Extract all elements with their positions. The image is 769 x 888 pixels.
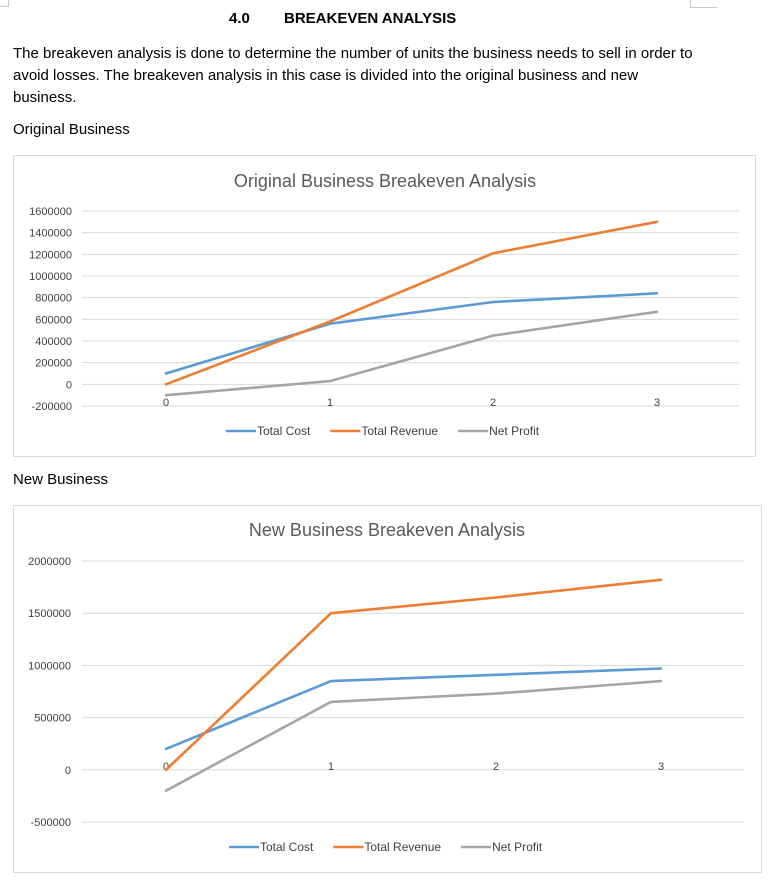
page-corner-mark [690, 0, 717, 8]
y-tick-label: 0 [65, 765, 71, 777]
y-tick-label: 1500000 [28, 608, 71, 620]
chart-title: Original Business Breakeven Analysis [234, 171, 536, 191]
y-tick-label: 1600000 [29, 206, 72, 218]
original-business-chart: Original Business Breakeven Analysis1600… [29, 171, 739, 438]
original-chart-container: Original Business Breakeven Analysis 1600… [13, 155, 756, 457]
y-tick-label: 0 [66, 379, 72, 391]
x-tick-label: 2 [493, 761, 499, 773]
new-chart-container: New Business Breakeven Analysis 2000000 15… [13, 505, 762, 873]
legend-label-total-cost: Total Cost [257, 424, 311, 438]
y-tick-label: 400000 [35, 336, 72, 348]
chart-title: New Business Breakeven Analysis [249, 520, 525, 540]
intro-paragraph: The breakeven analysis is done to determ… [13, 45, 693, 106]
x-tick-label: 2 [490, 397, 496, 409]
legend-label-net-profit: Net Profit [492, 840, 543, 854]
y-tick-label: 500000 [34, 713, 71, 725]
y-tick-label: -500000 [31, 817, 71, 829]
series-line-total-cost [164, 667, 663, 751]
x-tick-label: 1 [327, 397, 333, 409]
y-tick-label: 1200000 [29, 249, 72, 261]
series-line-total-cost [164, 292, 659, 375]
original-business-label: Original Business [13, 121, 130, 138]
new-business-label: New Business [13, 471, 109, 488]
heading-number: 4.0 [229, 10, 250, 27]
y-tick-label: 1400000 [29, 228, 72, 240]
series-line-net-profit [164, 679, 663, 793]
y-tick-label: -200000 [32, 401, 72, 413]
heading-title: BREAKEVEN ANALYSIS [284, 10, 457, 27]
legend-label-total-revenue: Total Revenue [361, 424, 438, 438]
x-tick-label: 3 [654, 397, 660, 409]
legend-label-total-revenue: Total Revenue [364, 840, 441, 854]
legend-label-net-profit: Net Profit [489, 424, 540, 438]
y-tick-label: 600000 [35, 314, 72, 326]
y-tick-label: 200000 [35, 358, 72, 370]
series-line-net-profit [164, 310, 659, 397]
y-tick-label: 1000000 [29, 271, 72, 283]
series-line-total-revenue [164, 220, 659, 386]
new-business-chart: New Business Breakeven Analysis200000015… [28, 520, 744, 854]
page-corner-mark [0, 0, 9, 7]
x-tick-label: 3 [658, 761, 664, 773]
x-tick-label: 0 [163, 761, 169, 773]
x-tick-label: 1 [328, 761, 334, 773]
section-heading: 4.0 BREAKEVEN ANALYSIS [0, 10, 769, 30]
x-tick-label: 0 [163, 397, 169, 409]
legend-label-total-cost: Total Cost [260, 840, 314, 854]
y-tick-label: 1000000 [28, 660, 71, 672]
y-tick-label: 2000000 [28, 556, 71, 568]
y-tick-label: 800000 [35, 293, 72, 305]
series-line-total-revenue [164, 578, 663, 772]
